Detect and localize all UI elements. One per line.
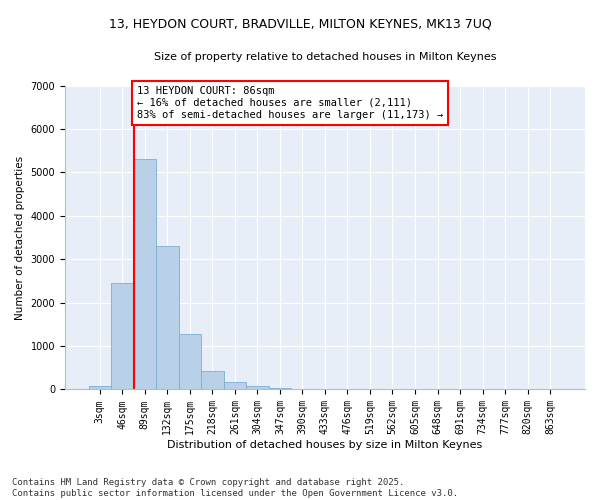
Text: 13, HEYDON COURT, BRADVILLE, MILTON KEYNES, MK13 7UQ: 13, HEYDON COURT, BRADVILLE, MILTON KEYN… [109, 18, 491, 30]
Bar [246, 386, 269, 390]
X-axis label: Distribution of detached houses by size in Milton Keynes: Distribution of detached houses by size … [167, 440, 482, 450]
Text: 13 HEYDON COURT: 86sqm
← 16% of detached houses are smaller (2,111)
83% of semi-: 13 HEYDON COURT: 86sqm ← 16% of detached… [137, 86, 443, 120]
Title: Size of property relative to detached houses in Milton Keynes: Size of property relative to detached ho… [154, 52, 496, 62]
Bar [201, 371, 224, 390]
Bar [111, 283, 134, 390]
Bar [291, 389, 314, 390]
Bar [224, 382, 246, 390]
Bar [134, 160, 156, 390]
Y-axis label: Number of detached properties: Number of detached properties [15, 156, 25, 320]
Bar [179, 334, 201, 390]
Bar [269, 388, 291, 390]
Bar [156, 246, 179, 390]
Text: Contains HM Land Registry data © Crown copyright and database right 2025.
Contai: Contains HM Land Registry data © Crown c… [12, 478, 458, 498]
Bar [89, 386, 111, 390]
